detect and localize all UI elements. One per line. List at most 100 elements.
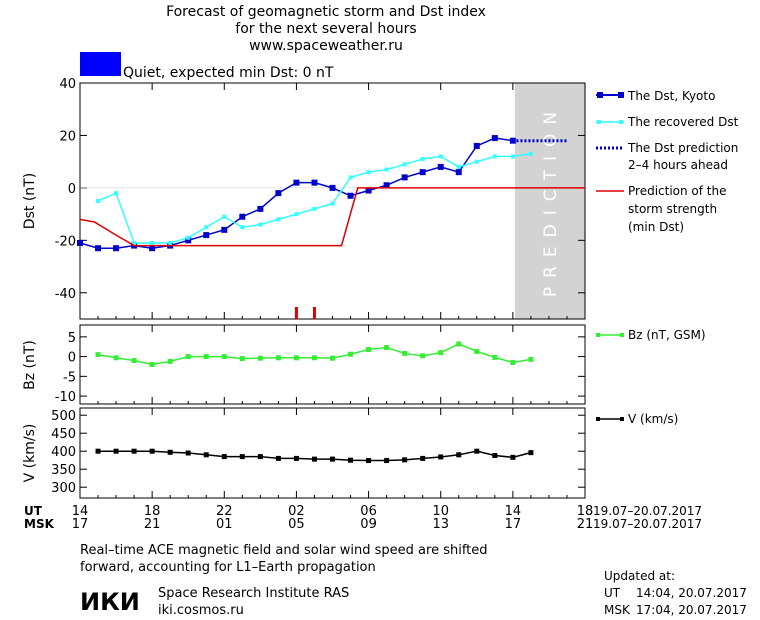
msk-tick-labels: 17 21 01 05 09 13 17 21 [72,517,594,532]
data-point [131,448,137,454]
data-point [384,345,390,351]
data-point [420,455,426,461]
updated-msk-label: MSK [604,603,631,617]
data-point [474,448,480,454]
data-point [95,352,101,358]
data-point [167,358,173,364]
y-tick-label: 500 [51,409,76,424]
data-point [168,240,173,245]
msk-tick-label: 09 [360,517,377,532]
v-y-label: V (km/s) [22,424,38,483]
y-tick-label: 0 [68,351,76,366]
msk-tick-label: 21 [577,517,594,532]
v-series [95,448,534,464]
website-link[interactable]: www.spaceweather.ru [249,38,403,54]
v-plot-frame [79,407,586,499]
data-point [419,169,426,176]
status-text: Quiet, expected min Dst: 0 nT [123,65,334,81]
msk-tick-label: 17 [505,517,522,532]
v-y-axis: 300 350 400 450 500 [51,409,585,496]
prediction-label: PREDICTION [541,103,561,297]
iki-logo: ИКИ [80,588,140,616]
data-point [293,179,300,186]
data-point [473,142,480,149]
legend-recovered-marker [619,120,623,124]
dst-x-ticks [79,83,586,319]
data-point [239,213,246,220]
data-point [438,350,444,356]
data-point [240,225,245,230]
ut-tick-label: 14 [505,504,522,519]
series-line [79,187,585,247]
data-point [401,174,408,181]
data-point [113,245,120,252]
y-tick-label: 5 [68,331,76,346]
bz-y-axis: -10 -5 0 5 [55,331,585,405]
legend-recovered-label: The recovered Dst [627,115,739,129]
data-point [348,351,354,357]
data-point [456,164,461,169]
legend-storm-label-3: (min Dst) [628,220,684,234]
y-tick-label: 0 [68,182,76,197]
legend-kyoto-marker [618,92,624,98]
data-point [275,355,281,361]
msk-tick-label: 01 [216,517,233,532]
data-point [330,456,335,462]
data-point [204,225,209,230]
updated-label: Updated at: [604,569,675,583]
y-tick-label: 300 [51,481,76,496]
data-point [185,354,191,360]
ut-tick-label: 18 [144,504,161,519]
data-point [437,163,444,170]
data-point [420,353,426,359]
footer-note-line1: Real–time ACE magnetic field and solar w… [80,543,488,558]
legend-bz-marker [620,333,624,337]
data-point [77,239,83,246]
msk-tick-label: 17 [72,517,89,532]
y-tick-label: 40 [59,77,76,92]
data-point [275,190,282,197]
data-point [474,348,480,354]
data-point [132,240,137,245]
status-color-box [80,52,121,76]
series-line [97,343,532,366]
msk-tick-label: 21 [144,517,161,532]
dst-panel: PREDICTION -40 -20 0 20 40 Dst (nT) [22,77,586,320]
legend-kyoto-label: The Dst, Kyoto [627,89,715,103]
data-point [348,175,353,180]
data-point [384,458,390,464]
dst-series [77,135,585,319]
msk-date-range: 19.07–20.07.2017 [593,517,702,531]
institute-name: Space Research Institute RAS [158,586,349,601]
legend-v-label: V (km/s) [628,412,678,426]
data-point [258,222,263,227]
legend-bz-label: Bz (nT, GSM) [628,328,706,342]
chart-title: Forecast of geomagnetic storm and Dst in… [166,4,486,20]
v-panel: 300 350 400 450 500 V (km/s) [22,407,586,499]
legend-recovered-marker [597,120,601,124]
dst-y-label: Dst (nT) [22,173,38,229]
data-point [185,450,191,456]
y-tick-label: 400 [51,445,76,460]
msk-tick-label: 13 [432,517,449,532]
data-point [311,456,317,462]
institute-url[interactable]: iki.cosmos.ru [158,603,244,618]
data-point [239,454,245,460]
data-point [203,452,209,458]
data-point [402,350,408,356]
data-point [366,346,372,352]
data-point [456,452,462,458]
dst-legend: The Dst, Kyoto The recovered Dst The Dst… [596,89,739,234]
data-point [365,187,372,194]
data-point [203,354,209,360]
data-point [402,162,407,167]
data-point [528,450,534,456]
data-point [186,235,191,240]
data-point [221,354,227,360]
chart-subtitle: for the next several hours [235,21,416,37]
bz-y-label: Bz (nT) [22,340,38,390]
data-point [275,455,281,461]
data-point [257,205,264,212]
data-point [167,449,173,455]
